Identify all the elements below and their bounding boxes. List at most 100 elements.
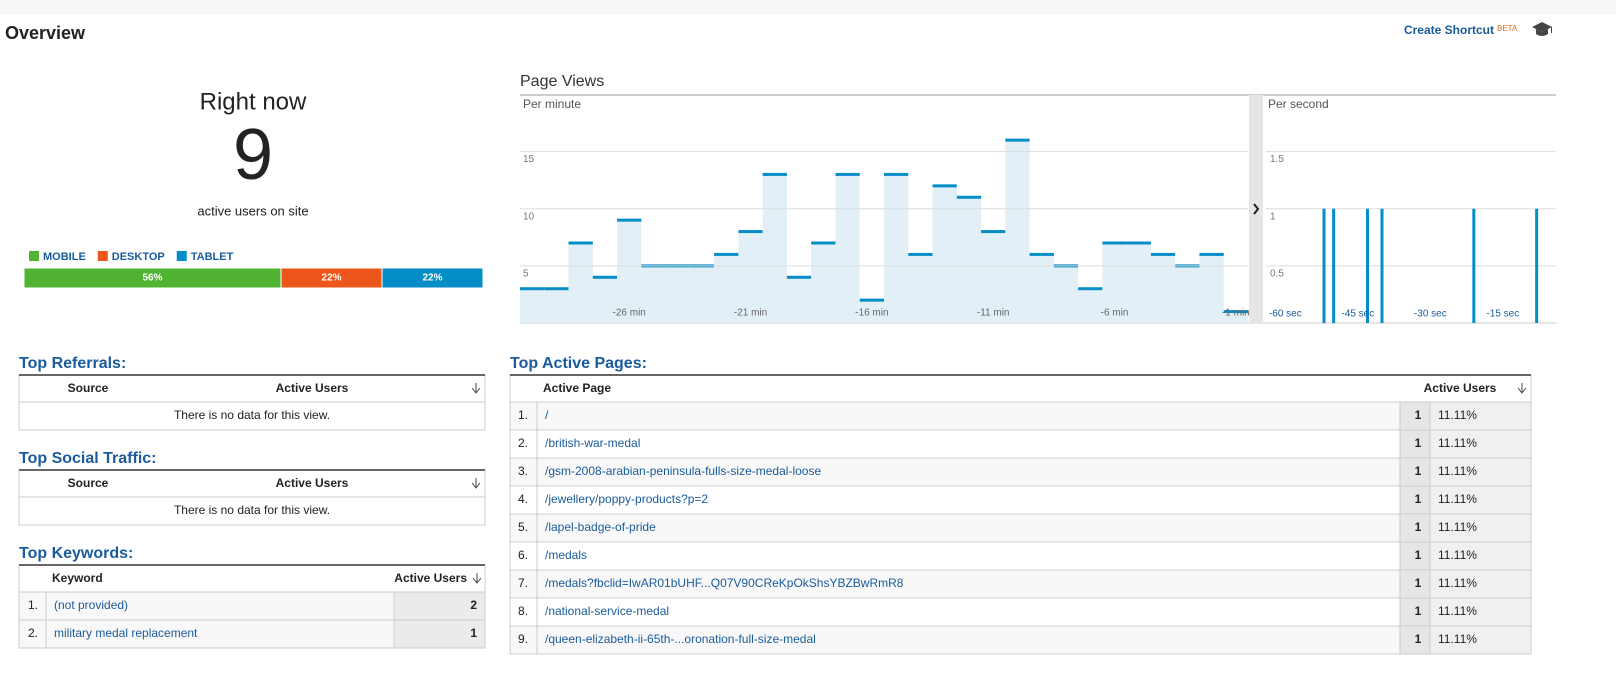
user-share: 11.11% <box>1438 436 1477 450</box>
table-row <box>509 513 1532 543</box>
active-users: 1 <box>1415 632 1422 646</box>
active-users: 1 <box>1415 520 1422 534</box>
bar-top <box>786 275 812 279</box>
share-label: 22% <box>322 273 342 284</box>
bar <box>617 220 642 323</box>
bar <box>762 174 787 323</box>
bar-top <box>1029 252 1054 256</box>
bar <box>1029 254 1054 323</box>
table-row <box>509 485 1532 515</box>
page-link[interactable]: /gsm-2008-arabian-peninsula-fulls-size-m… <box>545 464 821 478</box>
share-cell <box>1429 457 1532 487</box>
row-rank: 4. <box>518 492 528 506</box>
bar <box>665 265 690 323</box>
bar-top <box>981 230 1006 234</box>
x-tick-label: -60 sec <box>1269 309 1302 320</box>
help-icon[interactable] <box>1532 22 1552 36</box>
sort-arrow[interactable] <box>471 478 481 489</box>
bar-top <box>1005 138 1030 142</box>
x-tick-label: -30 sec <box>1414 309 1447 320</box>
page-link[interactable]: / <box>545 408 549 422</box>
column-header: Active Page <box>543 381 611 395</box>
x-tick-label: -21 min <box>734 308 767 319</box>
active-user-caption: active users on site <box>197 203 308 218</box>
bar <box>1053 265 1079 323</box>
y-tick-label: 1 <box>1270 211 1276 222</box>
page-title: Overview <box>5 23 86 43</box>
bar <box>1322 208 1326 323</box>
bar-top <box>544 287 569 291</box>
active-users: 1 <box>1415 408 1422 422</box>
bar-top <box>1102 241 1127 245</box>
row-rank: 1. <box>518 408 528 422</box>
empty-message: There is no data for this view. <box>174 503 330 517</box>
sort-arrow[interactable] <box>1517 383 1527 394</box>
active-users: 1 <box>1415 576 1422 590</box>
bar <box>786 277 812 323</box>
user-share: 11.11% <box>1438 604 1477 618</box>
column-header[interactable]: Active Users <box>394 571 467 585</box>
column-header[interactable]: Active Users <box>276 381 349 395</box>
bar <box>956 197 982 323</box>
bar <box>908 254 933 323</box>
bar <box>641 265 666 323</box>
table-title: Top Social Traffic: <box>19 450 157 467</box>
legend-swatch <box>29 251 39 261</box>
row-rank: 1. <box>28 598 38 612</box>
column-header[interactable]: Active Users <box>1424 381 1497 395</box>
keyword-link[interactable]: (not provided) <box>54 598 128 612</box>
page-link[interactable]: /british-war-medal <box>545 436 640 450</box>
active-users: 2 <box>470 598 477 612</box>
user-share: 11.11% <box>1438 520 1477 534</box>
sort-arrow[interactable] <box>472 573 482 584</box>
share-cell <box>1429 401 1532 431</box>
y-tick-label: 10 <box>523 211 535 222</box>
panel-toggle[interactable] <box>1249 95 1263 323</box>
page-link[interactable]: /medals <box>545 548 587 562</box>
value-cell <box>1399 541 1431 571</box>
y-tick-label: 15 <box>523 154 535 165</box>
user-share: 11.11% <box>1438 632 1477 646</box>
bar <box>1366 208 1369 323</box>
bar-top <box>592 275 618 279</box>
page-link[interactable]: /queen-elizabeth-ii-65th-...oronation-fu… <box>545 632 816 646</box>
legend-label: TABLET <box>191 251 234 263</box>
bar-top <box>1150 252 1176 256</box>
table-row <box>509 541 1532 571</box>
bar <box>1126 243 1151 323</box>
chart-subtitle: Per second <box>1268 97 1329 111</box>
toggle-arrow <box>1253 203 1260 215</box>
table-row <box>509 401 1532 431</box>
create-shortcut[interactable]: Create Shortcut <box>1404 23 1494 37</box>
user-share: 11.11% <box>1438 576 1477 590</box>
user-share: 11.11% <box>1438 548 1477 562</box>
row-rank: 2. <box>518 436 528 450</box>
bar-top <box>1126 241 1151 245</box>
sort-arrow[interactable] <box>471 383 481 394</box>
page-link[interactable]: /lapel-badge-of-pride <box>545 520 656 534</box>
page-link[interactable]: /medals?fbclid=IwAR01bUHF...Q07V90CReKpO… <box>545 576 904 590</box>
column-header: Source <box>68 476 109 490</box>
table-header <box>18 564 486 593</box>
value-cell <box>1399 625 1431 655</box>
keyword-link[interactable]: military medal replacement <box>54 626 198 640</box>
table-row <box>18 401 486 431</box>
page-link[interactable]: /national-service-medal <box>545 604 669 618</box>
bar-top <box>568 241 593 245</box>
table-header <box>18 469 486 498</box>
table-header <box>509 374 1532 403</box>
bar-top <box>714 252 739 256</box>
active-users: 1 <box>1415 492 1422 506</box>
right-now-title: Right now <box>200 88 307 115</box>
share-cell <box>1429 429 1532 459</box>
page-link[interactable]: /jewellery/poppy-products?p=2 <box>545 492 708 506</box>
bar-top <box>520 287 545 291</box>
x-tick-label: -26 min <box>613 308 646 319</box>
column-header[interactable]: Active Users <box>276 476 349 490</box>
bar <box>1150 254 1176 323</box>
table-row <box>509 429 1532 459</box>
value-cell <box>1399 457 1431 487</box>
bar <box>835 174 860 323</box>
empty-message: There is no data for this view. <box>174 408 330 422</box>
